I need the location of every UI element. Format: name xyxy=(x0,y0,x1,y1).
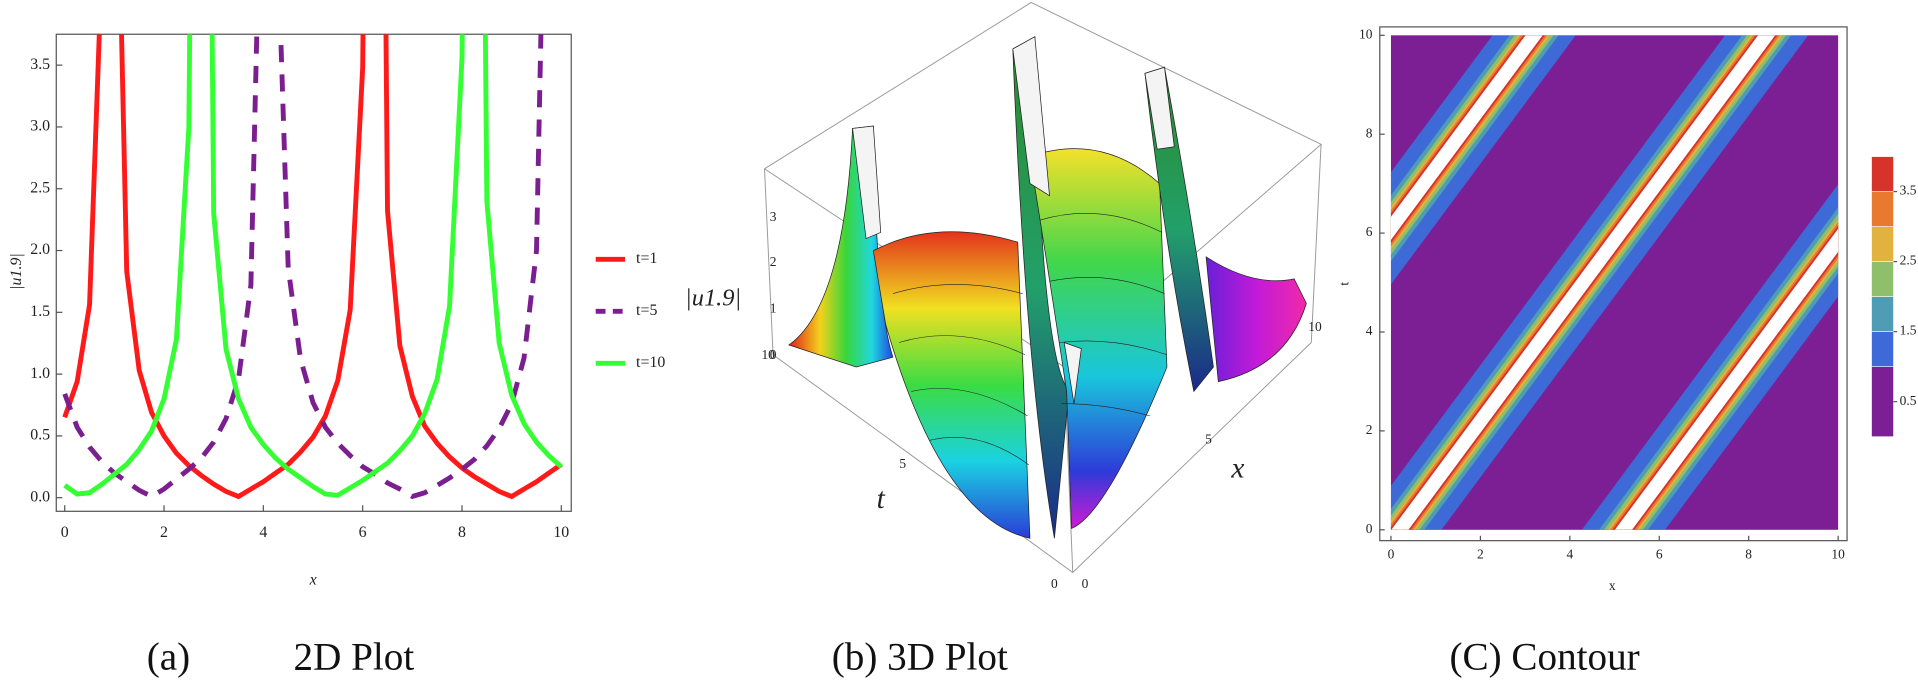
contour-area xyxy=(1390,35,1839,530)
y-tick-label: 0 xyxy=(1366,521,1373,536)
z-tick-label: 2 xyxy=(770,254,777,269)
contour-band xyxy=(1599,207,1839,530)
contour-band xyxy=(1390,35,1550,250)
colorbar-band xyxy=(1871,366,1894,437)
t-axis-label: t xyxy=(877,483,886,515)
y-tick-label: 2.5 xyxy=(30,179,50,196)
contour-peak xyxy=(1390,35,1543,240)
x-tick-label: 8 xyxy=(1745,546,1752,561)
t-tick-label: 10 xyxy=(761,347,775,362)
colorbar-band xyxy=(1871,296,1894,332)
x-axis-label: x xyxy=(1230,453,1244,485)
colorbar-label: 3.5 xyxy=(1900,183,1917,198)
plot-area xyxy=(62,34,563,500)
x-tick-label: 6 xyxy=(1656,546,1663,561)
x-tick-label: 0 xyxy=(1082,576,1089,591)
colorbar-band xyxy=(1871,226,1894,262)
colorbar-band xyxy=(1871,191,1894,227)
contour-band xyxy=(1612,225,1839,530)
x-tick-label: 10 xyxy=(1831,546,1845,561)
caption: (b) 3D Plot xyxy=(832,636,1008,679)
x-tick-label: 2 xyxy=(160,524,168,541)
legend-label: t=5 xyxy=(636,302,657,319)
x-tick-label: 10 xyxy=(1308,319,1322,334)
series-line xyxy=(62,34,544,500)
y-axis-label: t xyxy=(1337,282,1352,286)
z-tick-label: 1 xyxy=(770,301,777,316)
z-axis-label: |u1.9| xyxy=(685,284,741,311)
contour-band xyxy=(1581,184,1839,530)
colorbar-band xyxy=(1871,156,1894,192)
y-tick-label: 2 xyxy=(1366,422,1373,437)
contour-band xyxy=(1390,35,1548,247)
x-tick-label: 4 xyxy=(1566,546,1573,561)
caption: 2D Plot xyxy=(294,636,415,679)
x-tick-label: 0 xyxy=(61,524,69,541)
panel-a: 0.0 0.5 1.0 1.5 2.0 2.5 3.0 3.5 0 2 4 6 8 10 t=1 t=5 t=1… xyxy=(30,34,665,541)
z-tick-label: 3 xyxy=(770,209,777,224)
contour-band xyxy=(1390,35,1546,244)
y-tick-label: 6 xyxy=(1366,224,1373,239)
z-tick-label: 0 xyxy=(770,347,777,362)
ridge-line xyxy=(1399,35,1768,530)
contour-band xyxy=(1603,213,1839,530)
x-tick-label: 2 xyxy=(1477,546,1484,561)
y-tick-label: 4 xyxy=(1366,323,1373,338)
y-tick-label: 3.0 xyxy=(30,118,50,135)
x-tick-label: 6 xyxy=(359,524,367,541)
colorbar-label: 0.5 xyxy=(1900,393,1917,408)
legend-label: t=10 xyxy=(636,354,665,371)
caption: (C) Contour xyxy=(1450,636,1640,679)
contour-band xyxy=(1607,218,1839,530)
x-tick-label: 5 xyxy=(1205,431,1212,446)
colorbar-label: 1.5 xyxy=(1900,323,1917,338)
plot-frame xyxy=(1379,26,1848,542)
y-tick-label: 0.5 xyxy=(30,427,50,444)
colorbar-band xyxy=(1871,331,1894,367)
series-line xyxy=(62,34,563,500)
y-tick-label: 10 xyxy=(1359,26,1373,41)
ridge-line xyxy=(1622,239,1839,530)
t-tick-label: 5 xyxy=(899,456,906,471)
contour-band xyxy=(1610,222,1839,530)
panel-c: 0 2 4 6 8 10 0 2 4 6 8 10 0.5 1.5 2.5 3.5 xyxy=(1359,26,1917,561)
surface xyxy=(788,36,1307,539)
x-tick-label: 0 xyxy=(1388,546,1395,561)
y-tick-label: 1.0 xyxy=(30,365,50,382)
x-tick-label: 8 xyxy=(458,524,466,541)
x-tick-label: 10 xyxy=(553,524,569,541)
x-axis-label: x xyxy=(1609,578,1616,593)
colorbar-label: 2.5 xyxy=(1900,253,1917,268)
ridge-line xyxy=(1390,35,1535,230)
y-tick-label: 2.0 xyxy=(30,241,50,258)
series-line xyxy=(63,34,563,498)
x-axis-label: x xyxy=(309,572,317,589)
x-tick-label: 4 xyxy=(259,524,267,541)
y-tick-label: 1.5 xyxy=(30,303,50,320)
contour-band xyxy=(1390,35,1559,262)
contour-band xyxy=(1390,35,1576,285)
y-tick-label: 8 xyxy=(1366,125,1373,140)
panel-b xyxy=(763,1,1322,574)
caption-label: (a) xyxy=(147,636,190,679)
contour-band xyxy=(1390,35,1554,255)
plot-frame xyxy=(55,33,572,512)
t-tick-label: 0 xyxy=(1051,576,1058,591)
colorbar-band xyxy=(1871,261,1894,297)
y-axis-label: |u1.9| xyxy=(8,253,25,290)
y-tick-label: 0.0 xyxy=(30,488,50,505)
y-tick-label: 3.5 xyxy=(30,56,50,73)
legend-label: t=1 xyxy=(636,250,657,267)
